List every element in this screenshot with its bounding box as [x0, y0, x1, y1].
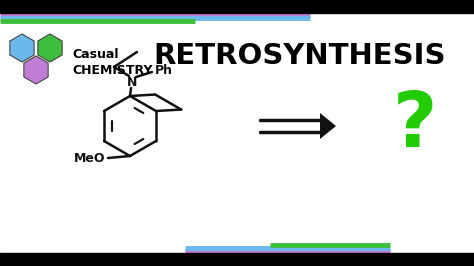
- Bar: [0, 253, 474, 266]
- Text: CHEMISTRY: CHEMISTRY: [72, 64, 153, 77]
- Text: ?: ?: [393, 89, 437, 163]
- Text: Ph: Ph: [155, 64, 173, 77]
- Polygon shape: [24, 56, 48, 84]
- Text: N: N: [127, 76, 137, 89]
- Polygon shape: [10, 34, 34, 62]
- Bar: [0, 0, 474, 13]
- Text: MeO: MeO: [73, 152, 105, 164]
- Polygon shape: [38, 34, 62, 62]
- Text: Casual: Casual: [72, 48, 118, 60]
- Polygon shape: [320, 113, 336, 139]
- Text: RETROSYNTHESIS: RETROSYNTHESIS: [154, 42, 446, 70]
